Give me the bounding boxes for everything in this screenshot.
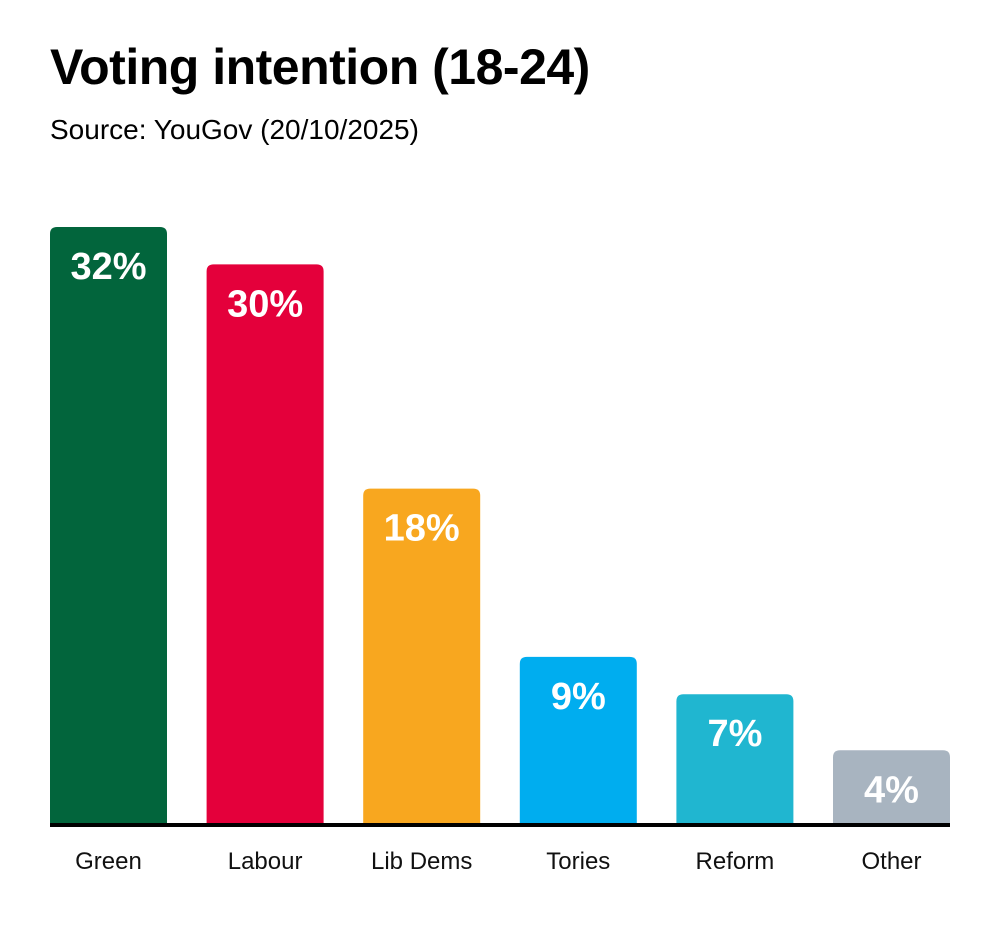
bar-tories [519, 656, 637, 825]
category-label-labour: Labour [228, 848, 303, 875]
value-label-lib-dems: 18% [384, 508, 460, 550]
bar-labour [206, 264, 324, 825]
category-labels-group: Green Labour Lib Dems Tories Reform Other [75, 848, 921, 875]
bar-lib-dems [363, 488, 481, 825]
value-label-green: 32% [70, 246, 146, 288]
category-label-other: Other [861, 848, 921, 875]
chart-title: Voting intention (18-24) [50, 39, 590, 95]
category-label-green: Green [75, 848, 142, 875]
chart-subtitle: Source: YouGov (20/10/2025) [50, 114, 419, 145]
value-label-reform: 7% [707, 713, 762, 755]
bar-reform [676, 694, 794, 825]
category-label-lib-dems: Lib Dems [371, 848, 472, 875]
category-label-reform: Reform [696, 848, 775, 875]
category-label-tories: Tories [546, 848, 610, 875]
bars-group: 32% 30% 18% 9% 7% 4% [50, 227, 950, 825]
bar-other [833, 750, 950, 825]
value-label-tories: 9% [551, 676, 606, 718]
bar-green [50, 227, 167, 825]
value-label-labour: 30% [227, 283, 303, 325]
value-label-other: 4% [864, 769, 919, 811]
